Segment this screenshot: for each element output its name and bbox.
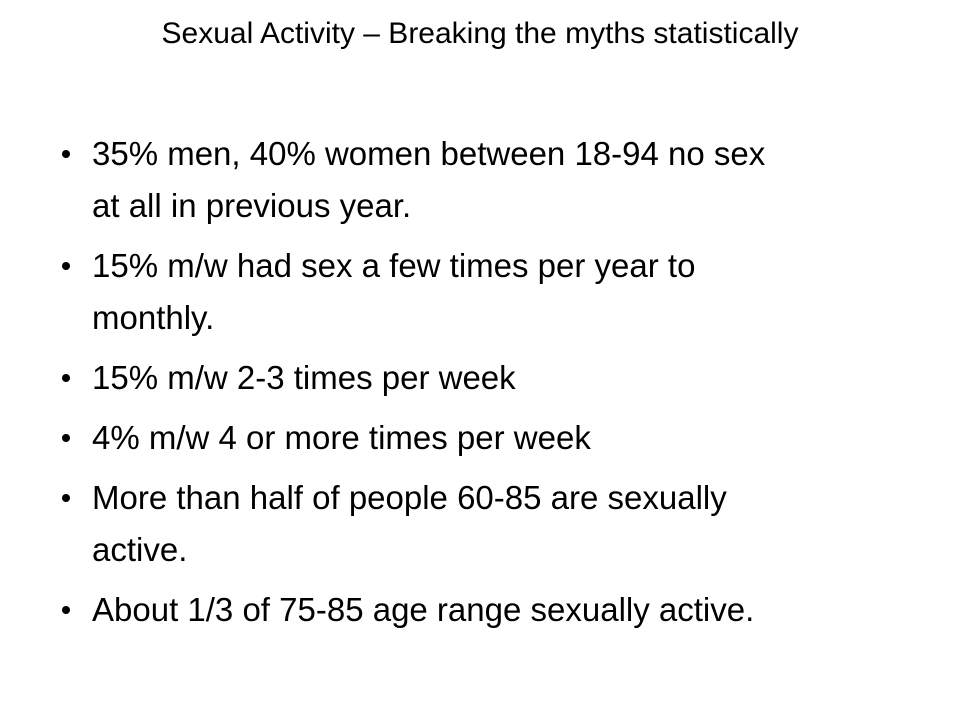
bullet-text: monthly. [92,299,215,336]
bullet-text: About 1/3 of 75-85 age range sexually ac… [92,591,755,628]
bullet-text: active. [92,531,188,568]
bullet-text: 4% m/w 4 or more times per week [92,419,591,456]
bullet-text: 15% m/w had sex a few times per year to [92,247,696,284]
bullet-list: 35% men, 40% women between 18-94 no sex a… [62,128,765,644]
bullet-item: 4% m/w 4 or more times per week [62,412,765,464]
bullet-text: 35% men, 40% women between 18-94 no sex [92,135,766,172]
bullet-text: at all in previous year. [92,187,412,224]
slide-title: Sexual Activity – Breaking the myths sta… [161,17,799,50]
bullet-item: 15% m/w 2-3 times per week [62,352,765,404]
bullet-text: 15% m/w 2-3 times per week [92,359,516,396]
bullet-item: About 1/3 of 75-85 age range sexually ac… [62,584,765,636]
bullet-item: More than half of people 60-85 are sexua… [62,472,765,576]
bullet-text: More than half of people 60-85 are sexua… [92,479,727,516]
bullet-item: 15% m/w had sex a few times per year to m… [62,240,765,344]
bullet-item: 35% men, 40% women between 18-94 no sex a… [62,128,765,232]
